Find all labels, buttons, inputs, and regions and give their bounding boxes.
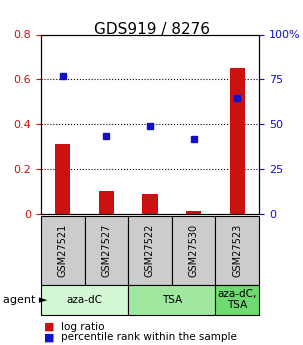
Bar xyxy=(55,144,70,214)
Text: ■: ■ xyxy=(44,322,55,332)
Bar xyxy=(99,191,114,214)
Text: log ratio: log ratio xyxy=(61,322,104,332)
Bar xyxy=(230,68,245,214)
Text: aza-dC,
TSA: aza-dC, TSA xyxy=(218,289,257,310)
Bar xyxy=(186,210,201,214)
Text: aza-dC: aza-dC xyxy=(67,295,102,305)
Text: GDS919 / 8276: GDS919 / 8276 xyxy=(94,22,209,37)
Text: percentile rank within the sample: percentile rank within the sample xyxy=(61,333,236,342)
Text: TSA: TSA xyxy=(162,295,182,305)
Text: GSM27527: GSM27527 xyxy=(101,224,112,277)
Text: GSM27521: GSM27521 xyxy=(58,224,68,277)
Text: GSM27522: GSM27522 xyxy=(145,224,155,277)
Text: GSM27530: GSM27530 xyxy=(188,224,199,277)
Text: GSM27523: GSM27523 xyxy=(232,224,242,277)
Text: agent ►: agent ► xyxy=(3,295,47,305)
Bar xyxy=(142,194,158,214)
Text: ■: ■ xyxy=(44,333,55,342)
